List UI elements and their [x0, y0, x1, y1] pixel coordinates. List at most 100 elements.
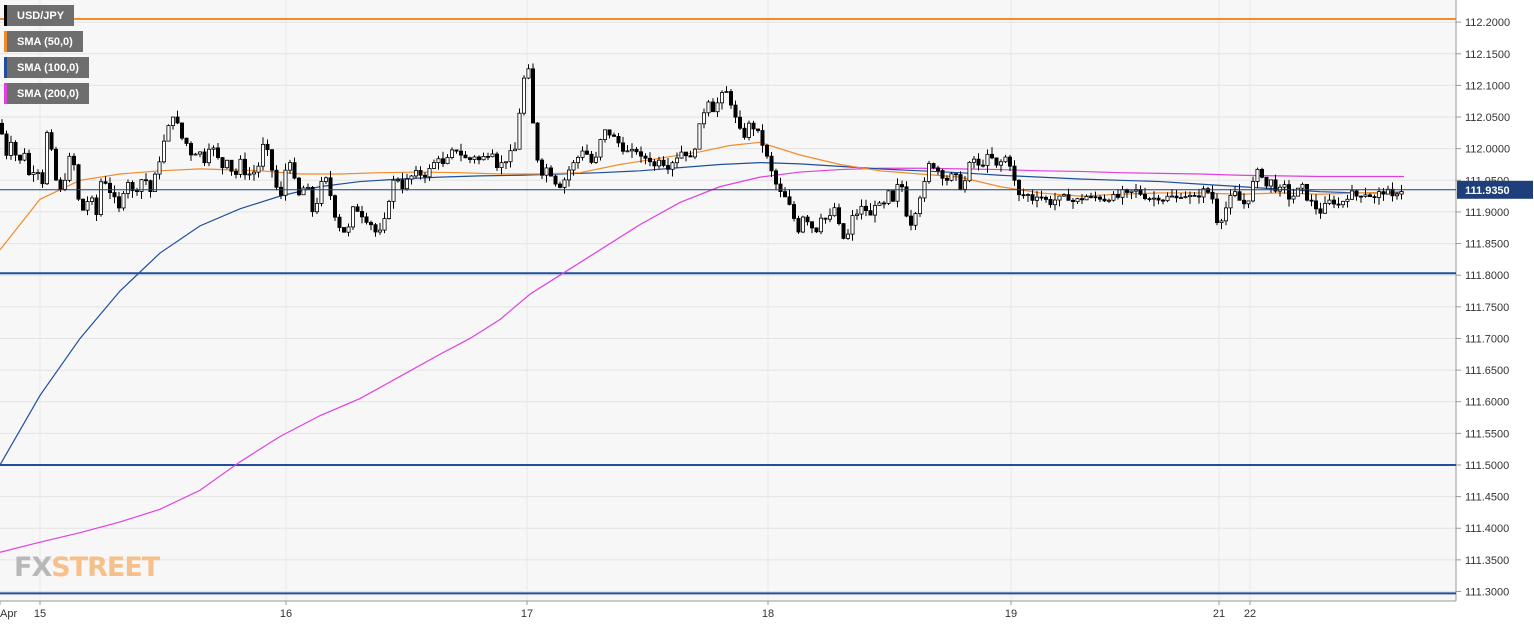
candle-body	[1381, 191, 1386, 195]
candle-body	[787, 196, 792, 205]
candle-body	[670, 162, 675, 170]
candle-body	[895, 184, 900, 202]
candle-body	[117, 196, 122, 209]
candle-body	[742, 127, 747, 138]
candle-body	[148, 180, 153, 193]
candle-body	[949, 173, 954, 181]
candle-body	[792, 204, 797, 219]
candle-body	[1296, 187, 1301, 197]
candle-body	[1318, 208, 1323, 214]
y-tick-label: 111.8000	[1465, 270, 1509, 282]
candle-body	[868, 210, 873, 216]
legend-sma-100[interactable]: SMA (100,0)	[4, 57, 89, 78]
candle-body	[1039, 196, 1044, 199]
candle-body	[675, 157, 680, 164]
candle-body	[274, 169, 279, 188]
candle-body	[1363, 194, 1368, 197]
candle-body	[391, 179, 396, 202]
candle-body	[693, 148, 698, 158]
candle-body	[94, 197, 99, 215]
candle-body	[774, 170, 779, 185]
candle-body	[1129, 190, 1134, 193]
candle-body	[522, 77, 527, 114]
candle-body	[8, 141, 13, 156]
candle-body	[648, 157, 653, 163]
candle-body	[760, 130, 765, 146]
candle-body	[103, 181, 108, 184]
candle-body	[287, 162, 292, 171]
candle-body	[40, 172, 45, 185]
candle-body	[17, 154, 22, 161]
x-tick-label: 21	[1213, 608, 1225, 620]
legend-usdjpy[interactable]: USD/JPY	[4, 5, 75, 26]
candle-body	[179, 122, 184, 139]
candle-body	[130, 182, 135, 192]
x-tick-label: 19	[1005, 608, 1017, 620]
candle-body	[1219, 220, 1224, 223]
candle-body	[994, 157, 999, 166]
candle-body	[458, 150, 463, 156]
candle-body	[193, 153, 198, 156]
candle-body	[454, 149, 459, 152]
candle-body	[1372, 196, 1377, 199]
candle-body	[422, 174, 427, 178]
sma-200-line	[0, 167, 1404, 553]
candle-body	[45, 132, 50, 185]
candle-body	[58, 179, 63, 190]
candle-body	[985, 153, 990, 166]
candle-body	[1048, 199, 1053, 206]
candle-body	[283, 169, 288, 196]
candle-body	[332, 195, 337, 218]
candles-group	[0, 63, 1404, 241]
chart-legend: USD/JPY SMA (50,0) SMA (100,0) SMA (200,…	[4, 5, 89, 109]
candle-body	[26, 152, 31, 175]
candle-body	[1008, 156, 1013, 167]
candle-body	[256, 165, 261, 173]
candle-body	[621, 142, 626, 152]
candle-body	[139, 179, 144, 192]
candle-body	[1228, 195, 1233, 209]
candle-body	[1395, 193, 1400, 197]
y-tick-label: 111.7000	[1465, 333, 1509, 345]
candle-body	[472, 156, 477, 160]
candle-body	[13, 141, 18, 156]
candle-body	[697, 123, 702, 150]
candle-body	[1143, 193, 1148, 200]
y-tick-label: 112.1000	[1465, 80, 1510, 92]
y-tick-label: 112.0500	[1465, 112, 1510, 124]
legend-sma-200[interactable]: SMA (200,0)	[4, 83, 89, 104]
candle-body	[936, 167, 941, 171]
candle-body	[607, 129, 612, 136]
candle-body	[882, 202, 887, 205]
legend-sma-50[interactable]: SMA (50,0)	[4, 31, 83, 52]
candle-body	[850, 215, 855, 235]
candle-body	[967, 161, 972, 182]
candle-body	[409, 175, 414, 180]
candle-body	[630, 148, 635, 152]
candle-body	[1003, 156, 1008, 163]
candle-body	[224, 159, 229, 169]
candle-body	[242, 158, 247, 176]
candle-body	[990, 153, 995, 159]
candle-body	[269, 149, 274, 171]
candle-body	[1201, 188, 1206, 198]
candle-body	[485, 156, 490, 158]
candle-body	[112, 192, 117, 198]
candle-body	[972, 158, 977, 163]
x-tick-label: 17	[521, 608, 533, 620]
candle-body	[855, 213, 860, 216]
legend-label-sma-50: SMA (50,0)	[17, 35, 73, 48]
candle-body	[1264, 176, 1269, 187]
candle-body	[810, 221, 815, 229]
candle-body	[940, 170, 945, 179]
x-tick-label: 16	[280, 608, 292, 620]
candle-body	[494, 153, 499, 169]
candle-body	[341, 227, 346, 233]
candle-body	[1300, 183, 1305, 189]
candle-body	[891, 190, 896, 202]
candle-body	[175, 116, 180, 124]
candle-body	[814, 227, 819, 233]
candle-body	[1111, 194, 1116, 201]
